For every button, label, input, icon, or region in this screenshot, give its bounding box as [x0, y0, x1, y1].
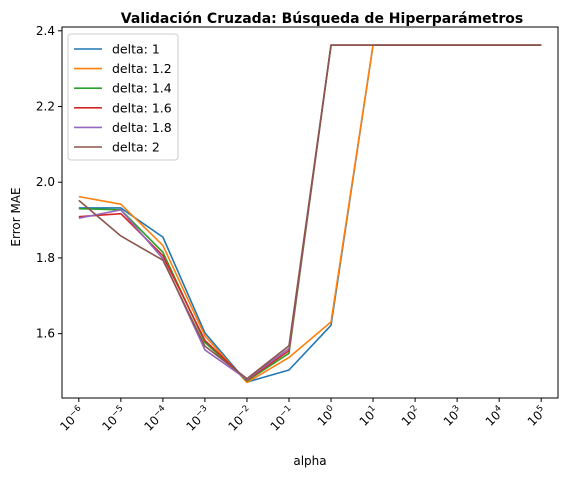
plot-area: [78, 44, 542, 384]
chart-title: Validación Cruzada: Búsqueda de Hiperpar…: [121, 11, 523, 27]
y-axis-label: Error MAE: [9, 187, 23, 246]
x-tick-label: 102: [398, 404, 423, 429]
series-line-6: [78, 44, 542, 380]
legend: delta: 1 delta: 1.2 delta: 1.4 delta: 1.6 de…: [67, 33, 179, 161]
x-axis: 10−6 10−5 10−4 10−3 10−2 10−1 100 101 102 103 104 1…: [57, 398, 549, 434]
y-tick-label: 1.8: [36, 251, 55, 265]
legend-entry: delta: 2: [112, 140, 160, 155]
x-tick-label: 104: [482, 404, 507, 429]
plot-frame: [61, 26, 559, 399]
x-tick-label: 100: [314, 404, 339, 429]
y-tick-label: 2.2: [36, 100, 55, 114]
x-tick-label: 10−3: [183, 404, 213, 434]
y-axis: 1.6 1.8 2.0 2.2 2.4: [36, 24, 62, 341]
legend-entry: delta: 1.8: [112, 120, 172, 135]
x-tick-label: 10−2: [225, 404, 255, 434]
legend-entry: delta: 1.6: [112, 100, 172, 115]
y-tick-label: 2.0: [36, 175, 55, 189]
legend-entry: delta: 1.4: [112, 81, 172, 96]
legend-entry: delta: 1.2: [112, 61, 172, 76]
x-axis-label: alpha: [293, 454, 326, 468]
legend-box: [67, 33, 179, 161]
x-tick-label: 10−5: [99, 404, 129, 434]
x-tick-label: 103: [440, 404, 465, 429]
y-tick-label: 1.6: [36, 327, 55, 341]
x-tick-label: 105: [524, 404, 549, 429]
x-tick-label: 101: [356, 404, 381, 429]
y-tick-label: 2.4: [36, 24, 55, 38]
x-tick-label: 10−1: [267, 404, 297, 434]
x-tick-label: 10−4: [141, 404, 171, 434]
legend-entry: delta: 1: [112, 42, 160, 57]
x-tick-label: 10−6: [57, 404, 87, 434]
